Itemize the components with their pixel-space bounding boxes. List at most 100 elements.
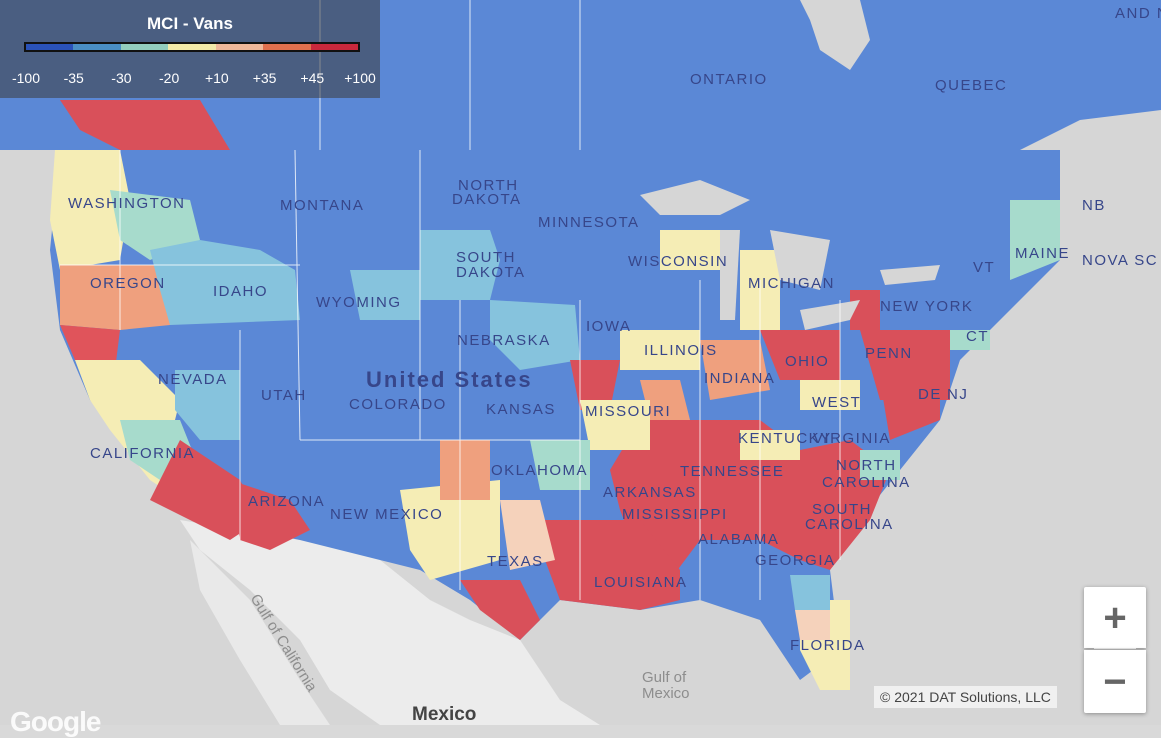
region-southeast [610,420,890,580]
label-south-dakota: SOUTH [456,249,516,266]
minus-icon: − [1103,659,1127,704]
label-mississippi: MISSISSIPPI [622,506,728,523]
region-wi [660,230,720,270]
region-tx-central [500,500,555,570]
region-wa-east [110,190,200,260]
label-arkansas: ARKANSAS [603,484,697,501]
legend-swatch [263,44,311,50]
map-attribution[interactable]: © 2021 DAT Solutions, LLC [874,686,1057,708]
lake-michigan [720,230,740,320]
plus-icon: + [1103,595,1127,640]
region-ca-south [150,440,260,540]
label-gulf-of: Gulf of [642,669,687,686]
legend-swatch [120,44,169,50]
legend-tick-label: +100 [344,70,376,86]
label-nebraska: NEBRASKA [457,332,551,349]
legend-swatch [310,44,358,50]
label-illinois: ILLINOIS [644,342,718,359]
legend-tick-label: -100 [11,70,41,86]
label-tennessee: TENNESSEE [680,463,784,480]
legend-tick-label: -35 [63,70,84,86]
label-georgia: GEORGIA [755,552,836,569]
label-washington: WASHINGTON [68,195,186,212]
label-north-dakota: NORTH [458,177,519,194]
region-wv [800,380,860,410]
st-lawrence [1020,110,1161,210]
region-fl-panhandle [790,575,830,610]
legend-tick-label: -30 [111,70,132,86]
label-oklahoma: OKLAHOMA [491,462,588,479]
legend-tick-label: +35 [252,70,277,86]
region-wa [50,150,130,270]
legend-title: MCI - Vans [147,14,233,33]
region-tx-west [400,480,500,580]
label-carolina: CAROLINA [822,474,911,491]
label-nb: NB [1082,197,1106,214]
label-ct: CT [966,328,989,345]
region-oh [760,330,840,380]
hudson-bay [800,0,870,70]
legend-swatch [215,44,264,50]
zoom-in-button[interactable]: + [1084,587,1146,648]
label-south-carolina-2: CAROLINA [805,516,894,533]
region-nv-east [175,370,240,440]
baja-land [190,540,330,725]
zoom-out-button[interactable]: − [1084,650,1146,713]
label-michigan: MICHIGAN [748,275,835,292]
legend-swatch [73,44,121,50]
label-south-dakota-2: DAKOTA [456,264,526,281]
legend-swatch [168,44,216,50]
label-texas: TEXAS [487,553,544,570]
label-nj: NJ [947,386,968,403]
label-iowa: IOWA [586,318,631,335]
region-il [620,330,700,370]
region-nc-east [860,450,900,480]
lake-superior [640,180,750,215]
region-la [540,520,680,610]
label-utah: UTAH [261,387,307,404]
label-new-york: NEW YORK [880,298,973,315]
google-logo[interactable]: Google [10,706,101,737]
label-oregon: OREGON [90,275,166,292]
region-il-south [640,380,690,420]
label-louisiana: LOUISIANA [594,574,688,591]
label-idaho: IDAHO [213,283,268,300]
mexico-land [180,520,600,725]
region-fl-north [795,610,830,640]
region-ny-west [850,290,880,330]
label-wisconsin: WISCONSIN [628,253,728,270]
label-new-and: AND N [1115,5,1161,22]
label-ohio: OHIO [785,353,829,370]
label-indiana: INDIANA [704,370,775,387]
label-ontario: ONTARIO [690,71,768,88]
region-az-south [230,480,310,550]
region-mo-east [580,400,650,450]
label-nevada: NEVADA [158,371,228,388]
label-florida: FLORIDA [790,637,866,654]
region-id [150,240,300,325]
label-montana: MONTANA [280,197,364,214]
legend-panel: MCI - Vans -100 -35 -30 -20 +10 +35 +45 +100 [0,0,380,98]
region-sd [420,230,500,300]
legend-swatch [26,44,74,50]
label-arizona: ARIZONA [248,493,325,510]
label-missouri: MISSOURI [585,403,671,420]
label-west-virginia: WEST [812,394,861,411]
legend-color-scale [24,42,360,52]
label-mexico-country: Mexico [412,704,476,725]
lake-ontario [880,265,940,285]
label-minnesota: MINNESOTA [538,214,640,231]
region-wy-east [350,270,420,320]
label-virginia: VIRGINIA [813,430,891,447]
label-california: CALIFORNIA [90,445,195,462]
region-in [700,340,770,400]
label-north-carolina: NORTH [836,457,897,474]
label-united-states: United States [366,367,533,392]
label-kansas: KANSAS [486,401,556,418]
region-tx-south [460,580,540,640]
label-mexico-gulf: Mexico [642,685,690,702]
label-nova-scotia: NOVA SC [1082,252,1158,269]
label-de: DE [918,386,942,403]
label-quebec: QUEBEC [935,77,1007,94]
